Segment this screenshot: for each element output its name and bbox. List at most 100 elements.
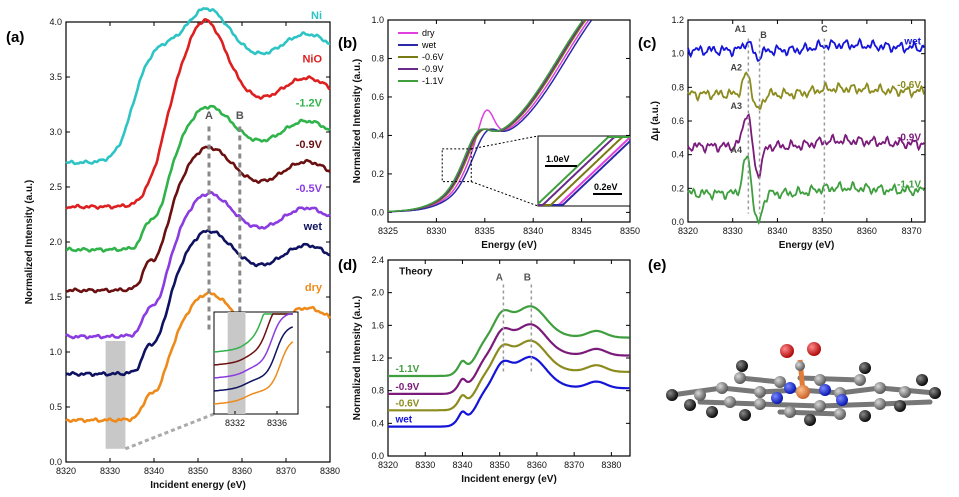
series-label: NiO: [302, 53, 322, 65]
x-tick-label: 8370: [564, 460, 584, 470]
series-label: wet: [903, 36, 921, 47]
marker-label: A1: [735, 24, 747, 34]
chart-b: 8325 8330 8335 8340 8345 8350 0.0 0.2 0.4 0.6 0.8 1…: [352, 15, 640, 251]
panel-label-b: (b): [338, 35, 357, 52]
y-tick-label: 2.4: [371, 255, 384, 265]
panel-label-c: (c): [638, 35, 656, 52]
marker-label: A: [496, 272, 503, 283]
y-tick-label: 0.0: [49, 457, 62, 467]
x-tick-label: 8320: [678, 226, 698, 236]
series-line: [65, 7, 331, 166]
oxygen-atom: [780, 344, 794, 358]
x-tick-label: 8340: [452, 460, 472, 470]
x-tick-label: 8370: [902, 226, 922, 236]
chart-d: 8320 8330 8340 8350 8360 8370 8380 0.0 0.4 0.8 1.2…: [352, 255, 631, 485]
series-line: [687, 155, 925, 225]
x-tick-label: 8360: [857, 226, 877, 236]
x-tick-label: 8340: [523, 226, 543, 236]
legend-label: -0.6V: [422, 52, 444, 62]
series-label: dry: [305, 282, 323, 294]
inset-series-line: [213, 313, 293, 379]
series-label: -0.9V: [897, 132, 921, 143]
panel-label-d: (d): [338, 257, 357, 274]
y-tick-label: 3.5: [49, 72, 62, 82]
series-label: Ni: [311, 10, 322, 22]
y-tick-label: 2.0: [371, 288, 384, 298]
x-tick-label: 8350: [490, 460, 510, 470]
y-axis-label: Normalized Intensity (a.u.): [352, 59, 363, 183]
zoom-connector: [124, 412, 215, 451]
inset-series-line: [538, 136, 630, 206]
inset-series-line: [537, 136, 630, 205]
y-tick-label: 0.4: [671, 150, 684, 160]
panel-label-a: (a): [6, 29, 24, 46]
zoom-connector: [471, 181, 539, 207]
marker-label: B: [236, 110, 244, 122]
y-tick-label: 0.0: [371, 207, 384, 217]
series-label: -1.2V: [296, 98, 323, 110]
x-tick-label: 8360: [232, 466, 252, 476]
series-line: [388, 323, 630, 395]
peak-label: A2: [731, 63, 743, 73]
series-line: [65, 191, 331, 340]
y-tick-label: 0.0: [671, 217, 684, 227]
zoom-box: [441, 148, 472, 183]
x-tick-label: 8340: [767, 226, 787, 236]
series-label: wet: [303, 221, 323, 233]
x-tick-label: 8340: [144, 466, 164, 476]
x-tick-label: 8360: [527, 460, 547, 470]
series-label: -0.9V: [296, 139, 323, 151]
x-tick-label: 8330: [723, 226, 743, 236]
y-tick-label: 4.0: [49, 17, 62, 27]
x-tick-label: 8330: [100, 466, 120, 476]
inset-annotation: 1.0eV: [546, 154, 570, 164]
y-tick-label: 0.5: [49, 402, 62, 412]
y-tick-label: 0.4: [371, 418, 384, 428]
marker-label: B: [524, 272, 531, 283]
series-line: [687, 71, 925, 110]
marker-label: A: [205, 110, 213, 122]
series-line: [65, 229, 331, 377]
chart-a: 8320 8330 8340 8350 8360 8370 8380 0.0 0.5 1.0 1.5…: [24, 7, 340, 491]
y-tick-label: 0.4: [371, 130, 384, 140]
oxygen-atom: [807, 342, 821, 356]
x-tick-label: 8330: [415, 460, 435, 470]
series-line: [388, 339, 630, 412]
x-tick-label: 8370: [276, 466, 296, 476]
panel-label-e: (e): [648, 257, 666, 274]
chart-c: 8320 8330 8340 8350 8360 8370 0.0 0.2 0.4 0.6 0.8 1…: [650, 15, 926, 251]
inset-tick-label: 8336: [267, 418, 287, 428]
nickel-atom: [796, 385, 810, 399]
inset-annotation: 0.2eV: [594, 182, 618, 192]
x-tick-label: 8335: [475, 226, 495, 236]
y-tick-label: 1.0: [49, 347, 62, 357]
series-label: -1.1V: [395, 364, 419, 375]
series-line: [388, 355, 630, 428]
series-label: -0.9V: [395, 382, 419, 393]
y-tick-label: 0.8: [371, 53, 384, 63]
y-tick-label: 1.6: [371, 320, 384, 330]
highlight-region: [105, 341, 126, 449]
series-label: -0.6V: [897, 80, 921, 91]
series-line: [65, 18, 331, 210]
x-axis-label: Incident energy (eV): [150, 480, 246, 491]
y-tick-label: 1.2: [671, 15, 684, 25]
series-line: [388, 305, 630, 378]
series-label: -0.6V: [395, 398, 419, 409]
y-tick-label: 3.0: [49, 127, 62, 137]
y-axis-label: Normalized Intensity (a.u.): [24, 180, 35, 304]
x-tick-label: 8320: [56, 466, 76, 476]
legend-label: -1.1V: [422, 76, 444, 86]
hydrogen-atoms: [666, 360, 941, 426]
plot-frame: [387, 19, 631, 223]
marker-label: C: [821, 24, 828, 34]
y-tick-label: 0.0: [371, 451, 384, 461]
peak-label: A3: [731, 101, 743, 111]
series-line: [388, 20, 584, 213]
x-axis-label: Incident energy (eV): [461, 474, 557, 485]
legend-label: wet: [421, 40, 437, 50]
series-line: [65, 145, 331, 294]
y-tick-label: 1.0: [371, 15, 384, 25]
x-tick-label: 8330: [426, 226, 446, 236]
